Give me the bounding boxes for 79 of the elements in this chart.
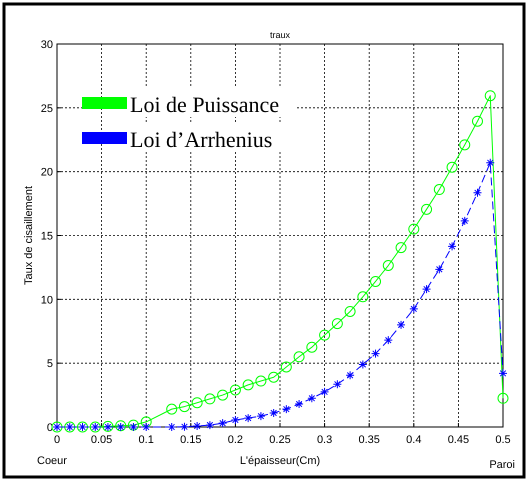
x-axis-title: L'épaisseur(Cm) [240,455,320,467]
x-tick-label: 0.2 [228,434,244,446]
x-tick-label: 0.15 [180,434,202,446]
legend-label: Loi d’Arrhenius [130,127,272,152]
point [255,376,266,387]
point [242,379,254,390]
legend-label: Loi de Puissance [130,92,280,117]
x-tick-label: 0.45 [448,434,470,446]
point [422,284,432,294]
y-tick-label: 15 [40,230,53,242]
point [294,351,305,362]
point [382,260,394,271]
point [357,291,368,302]
y-tick-label: 10 [40,294,53,306]
point [204,393,216,404]
text: Paroi [489,459,515,471]
point [346,370,355,380]
point [396,242,407,254]
point [282,404,291,414]
point [448,242,457,251]
point [408,224,420,235]
y-axis-title: Taux de cisaillement [23,186,35,286]
point [421,204,432,215]
x-tick-label: 0.5 [495,434,511,446]
point [178,401,190,412]
chart-title: traux [270,30,290,40]
point [498,392,508,404]
x-tick-label: 0.05 [90,434,112,446]
point [358,360,368,369]
y-tick-label: 30 [40,39,53,51]
point [371,349,380,358]
point [115,420,126,432]
point [384,336,393,345]
point [434,264,444,274]
point [396,320,406,330]
point [230,384,241,396]
point [307,394,316,403]
point [268,372,280,383]
point [269,408,278,418]
point [256,412,266,421]
point [217,390,228,401]
point [140,416,152,428]
point [486,158,495,168]
point [166,404,178,415]
point [294,400,304,409]
point [218,418,228,428]
point [472,188,482,198]
point [244,414,253,423]
point [332,380,342,389]
point [192,421,202,430]
point [319,330,330,341]
point [280,361,292,372]
text: Coeur [37,455,68,467]
point [306,342,318,353]
point [472,116,483,127]
point [205,420,214,430]
x-tick-label: 0.1 [138,434,154,446]
x-tick-label: 0.4 [406,434,422,446]
point [434,184,445,196]
point [460,216,470,226]
point [320,387,330,396]
point [446,162,458,173]
point [230,415,240,424]
point [459,139,470,150]
y-tick-label: 25 [40,102,53,115]
x-tick-label: 0.35 [358,434,380,446]
y-tick-label: 5 [46,358,53,370]
y-tick-label: 20 [40,166,53,179]
point [180,422,189,432]
point [409,304,418,314]
point [128,420,139,431]
x-tick-label: 0.3 [316,434,332,446]
point [192,397,203,408]
point [484,90,496,102]
point [370,276,382,287]
point [332,318,343,330]
point [498,368,508,378]
x-tick-label: 0.25 [269,434,291,446]
point [344,306,356,317]
